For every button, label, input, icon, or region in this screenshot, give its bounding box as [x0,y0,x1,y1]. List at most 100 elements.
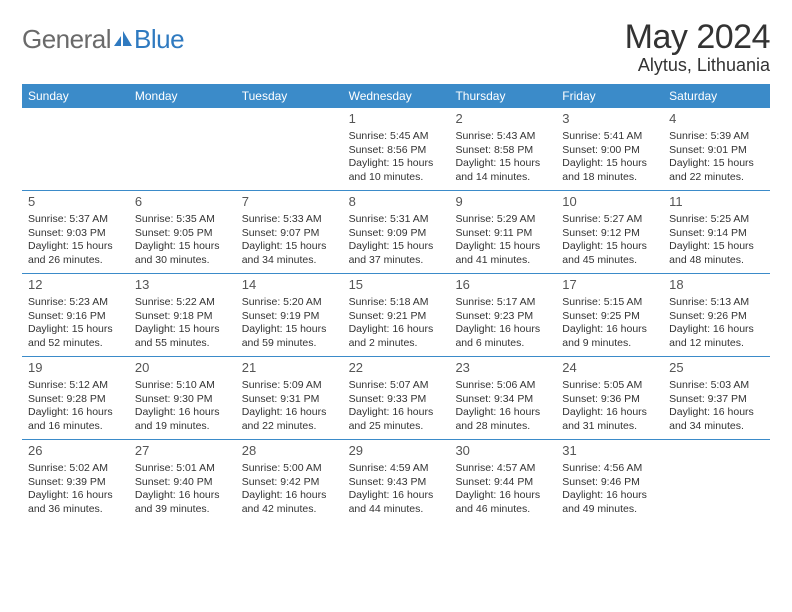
day-number: 4 [669,111,764,128]
day-day2: and 49 minutes. [562,503,657,517]
day-number: 31 [562,443,657,460]
day-number: 3 [562,111,657,128]
day-sunset: Sunset: 9:12 PM [562,227,657,241]
day-sunrise: Sunrise: 5:07 AM [349,379,444,393]
day-cell: 4Sunrise: 5:39 AMSunset: 9:01 PMDaylight… [663,108,770,190]
day-sunset: Sunset: 9:01 PM [669,144,764,158]
day-sunset: Sunset: 9:25 PM [562,310,657,324]
day-cell: 23Sunrise: 5:06 AMSunset: 9:34 PMDayligh… [449,357,556,439]
day-day1: Daylight: 15 hours [28,240,123,254]
day-day1: Daylight: 15 hours [135,323,230,337]
day-sunset: Sunset: 9:33 PM [349,393,444,407]
weekday-header: Friday [556,84,663,108]
day-day2: and 59 minutes. [242,337,337,351]
day-sunrise: Sunrise: 5:05 AM [562,379,657,393]
day-sunrise: Sunrise: 5:29 AM [455,213,550,227]
day-day1: Daylight: 16 hours [562,406,657,420]
day-sunrise: Sunrise: 5:25 AM [669,213,764,227]
day-cell: 10Sunrise: 5:27 AMSunset: 9:12 PMDayligh… [556,191,663,273]
day-sunrise: Sunrise: 5:01 AM [135,462,230,476]
weekday-header: Monday [129,84,236,108]
day-cell: 26Sunrise: 5:02 AMSunset: 9:39 PMDayligh… [22,440,129,522]
day-sunset: Sunset: 9:28 PM [28,393,123,407]
day-sunset: Sunset: 9:37 PM [669,393,764,407]
weekday-header-row: SundayMondayTuesdayWednesdayThursdayFrid… [22,84,770,108]
day-day1: Daylight: 15 hours [669,157,764,171]
day-day2: and 14 minutes. [455,171,550,185]
day-cell: 14Sunrise: 5:20 AMSunset: 9:19 PMDayligh… [236,274,343,356]
day-day2: and 26 minutes. [28,254,123,268]
day-sunset: Sunset: 9:44 PM [455,476,550,490]
day-cell: 8Sunrise: 5:31 AMSunset: 9:09 PMDaylight… [343,191,450,273]
day-day1: Daylight: 15 hours [455,157,550,171]
day-sunset: Sunset: 9:23 PM [455,310,550,324]
day-sunrise: Sunrise: 5:10 AM [135,379,230,393]
day-sunset: Sunset: 9:40 PM [135,476,230,490]
day-cell: 28Sunrise: 5:00 AMSunset: 9:42 PMDayligh… [236,440,343,522]
day-day2: and 34 minutes. [242,254,337,268]
day-cell-empty [129,108,236,190]
day-day2: and 37 minutes. [349,254,444,268]
day-day2: and 10 minutes. [349,171,444,185]
day-sunrise: Sunrise: 5:33 AM [242,213,337,227]
day-day2: and 30 minutes. [135,254,230,268]
calendar-week-row: 19Sunrise: 5:12 AMSunset: 9:28 PMDayligh… [22,357,770,440]
day-number: 13 [135,277,230,294]
day-day1: Daylight: 15 hours [135,240,230,254]
day-day2: and 22 minutes. [669,171,764,185]
day-day2: and 22 minutes. [242,420,337,434]
day-day1: Daylight: 15 hours [242,240,337,254]
day-sunrise: Sunrise: 5:43 AM [455,130,550,144]
day-day2: and 44 minutes. [349,503,444,517]
day-number: 21 [242,360,337,377]
day-number: 24 [562,360,657,377]
day-number: 7 [242,194,337,211]
day-number: 1 [349,111,444,128]
day-day1: Daylight: 16 hours [455,323,550,337]
day-day2: and 16 minutes. [28,420,123,434]
day-day2: and 34 minutes. [669,420,764,434]
day-number: 27 [135,443,230,460]
day-cell: 13Sunrise: 5:22 AMSunset: 9:18 PMDayligh… [129,274,236,356]
day-number: 17 [562,277,657,294]
title-block: May 2024 Alytus, Lithuania [625,18,770,76]
day-day2: and 42 minutes. [242,503,337,517]
day-cell: 9Sunrise: 5:29 AMSunset: 9:11 PMDaylight… [449,191,556,273]
day-day1: Daylight: 15 hours [455,240,550,254]
day-day1: Daylight: 16 hours [349,406,444,420]
day-sunrise: Sunrise: 5:45 AM [349,130,444,144]
day-sunrise: Sunrise: 4:57 AM [455,462,550,476]
day-day1: Daylight: 16 hours [242,406,337,420]
day-cell: 30Sunrise: 4:57 AMSunset: 9:44 PMDayligh… [449,440,556,522]
day-number: 8 [349,194,444,211]
day-cell: 21 Sunrise: 5:09 AMSunset: 9:31 PMDayligh… [236,357,343,439]
day-cell-empty [22,108,129,190]
day-day1: Daylight: 15 hours [28,323,123,337]
logo-sail-icon [114,30,132,46]
day-day2: and 55 minutes. [135,337,230,351]
day-cell-empty [236,108,343,190]
month-title: May 2024 [625,18,770,57]
day-sunrise: Sunrise: 5:18 AM [349,296,444,310]
day-day1: Daylight: 16 hours [135,489,230,503]
day-sunset: Sunset: 9:18 PM [135,310,230,324]
day-sunset: Sunset: 9:00 PM [562,144,657,158]
day-cell: 1Sunrise: 5:45 AMSunset: 8:56 PMDaylight… [343,108,450,190]
day-number: 28 [242,443,337,460]
day-sunrise: Sunrise: 5:09 AM [242,379,337,393]
day-sunset: Sunset: 9:11 PM [455,227,550,241]
day-day1: Daylight: 16 hours [562,323,657,337]
day-sunset: Sunset: 9:19 PM [242,310,337,324]
day-sunset: Sunset: 9:30 PM [135,393,230,407]
day-cell: 15Sunrise: 5:18 AMSunset: 9:21 PMDayligh… [343,274,450,356]
day-cell: 7Sunrise: 5:33 AMSunset: 9:07 PMDaylight… [236,191,343,273]
day-day2: and 46 minutes. [455,503,550,517]
day-sunset: Sunset: 9:31 PM [242,393,337,407]
day-day1: Daylight: 16 hours [562,489,657,503]
day-sunset: Sunset: 9:09 PM [349,227,444,241]
day-number: 11 [669,194,764,211]
day-cell: 31Sunrise: 4:56 AMSunset: 9:46 PMDayligh… [556,440,663,522]
day-sunrise: Sunrise: 5:20 AM [242,296,337,310]
day-cell: 22Sunrise: 5:07 AMSunset: 9:33 PMDayligh… [343,357,450,439]
logo: General Blue [22,24,184,55]
